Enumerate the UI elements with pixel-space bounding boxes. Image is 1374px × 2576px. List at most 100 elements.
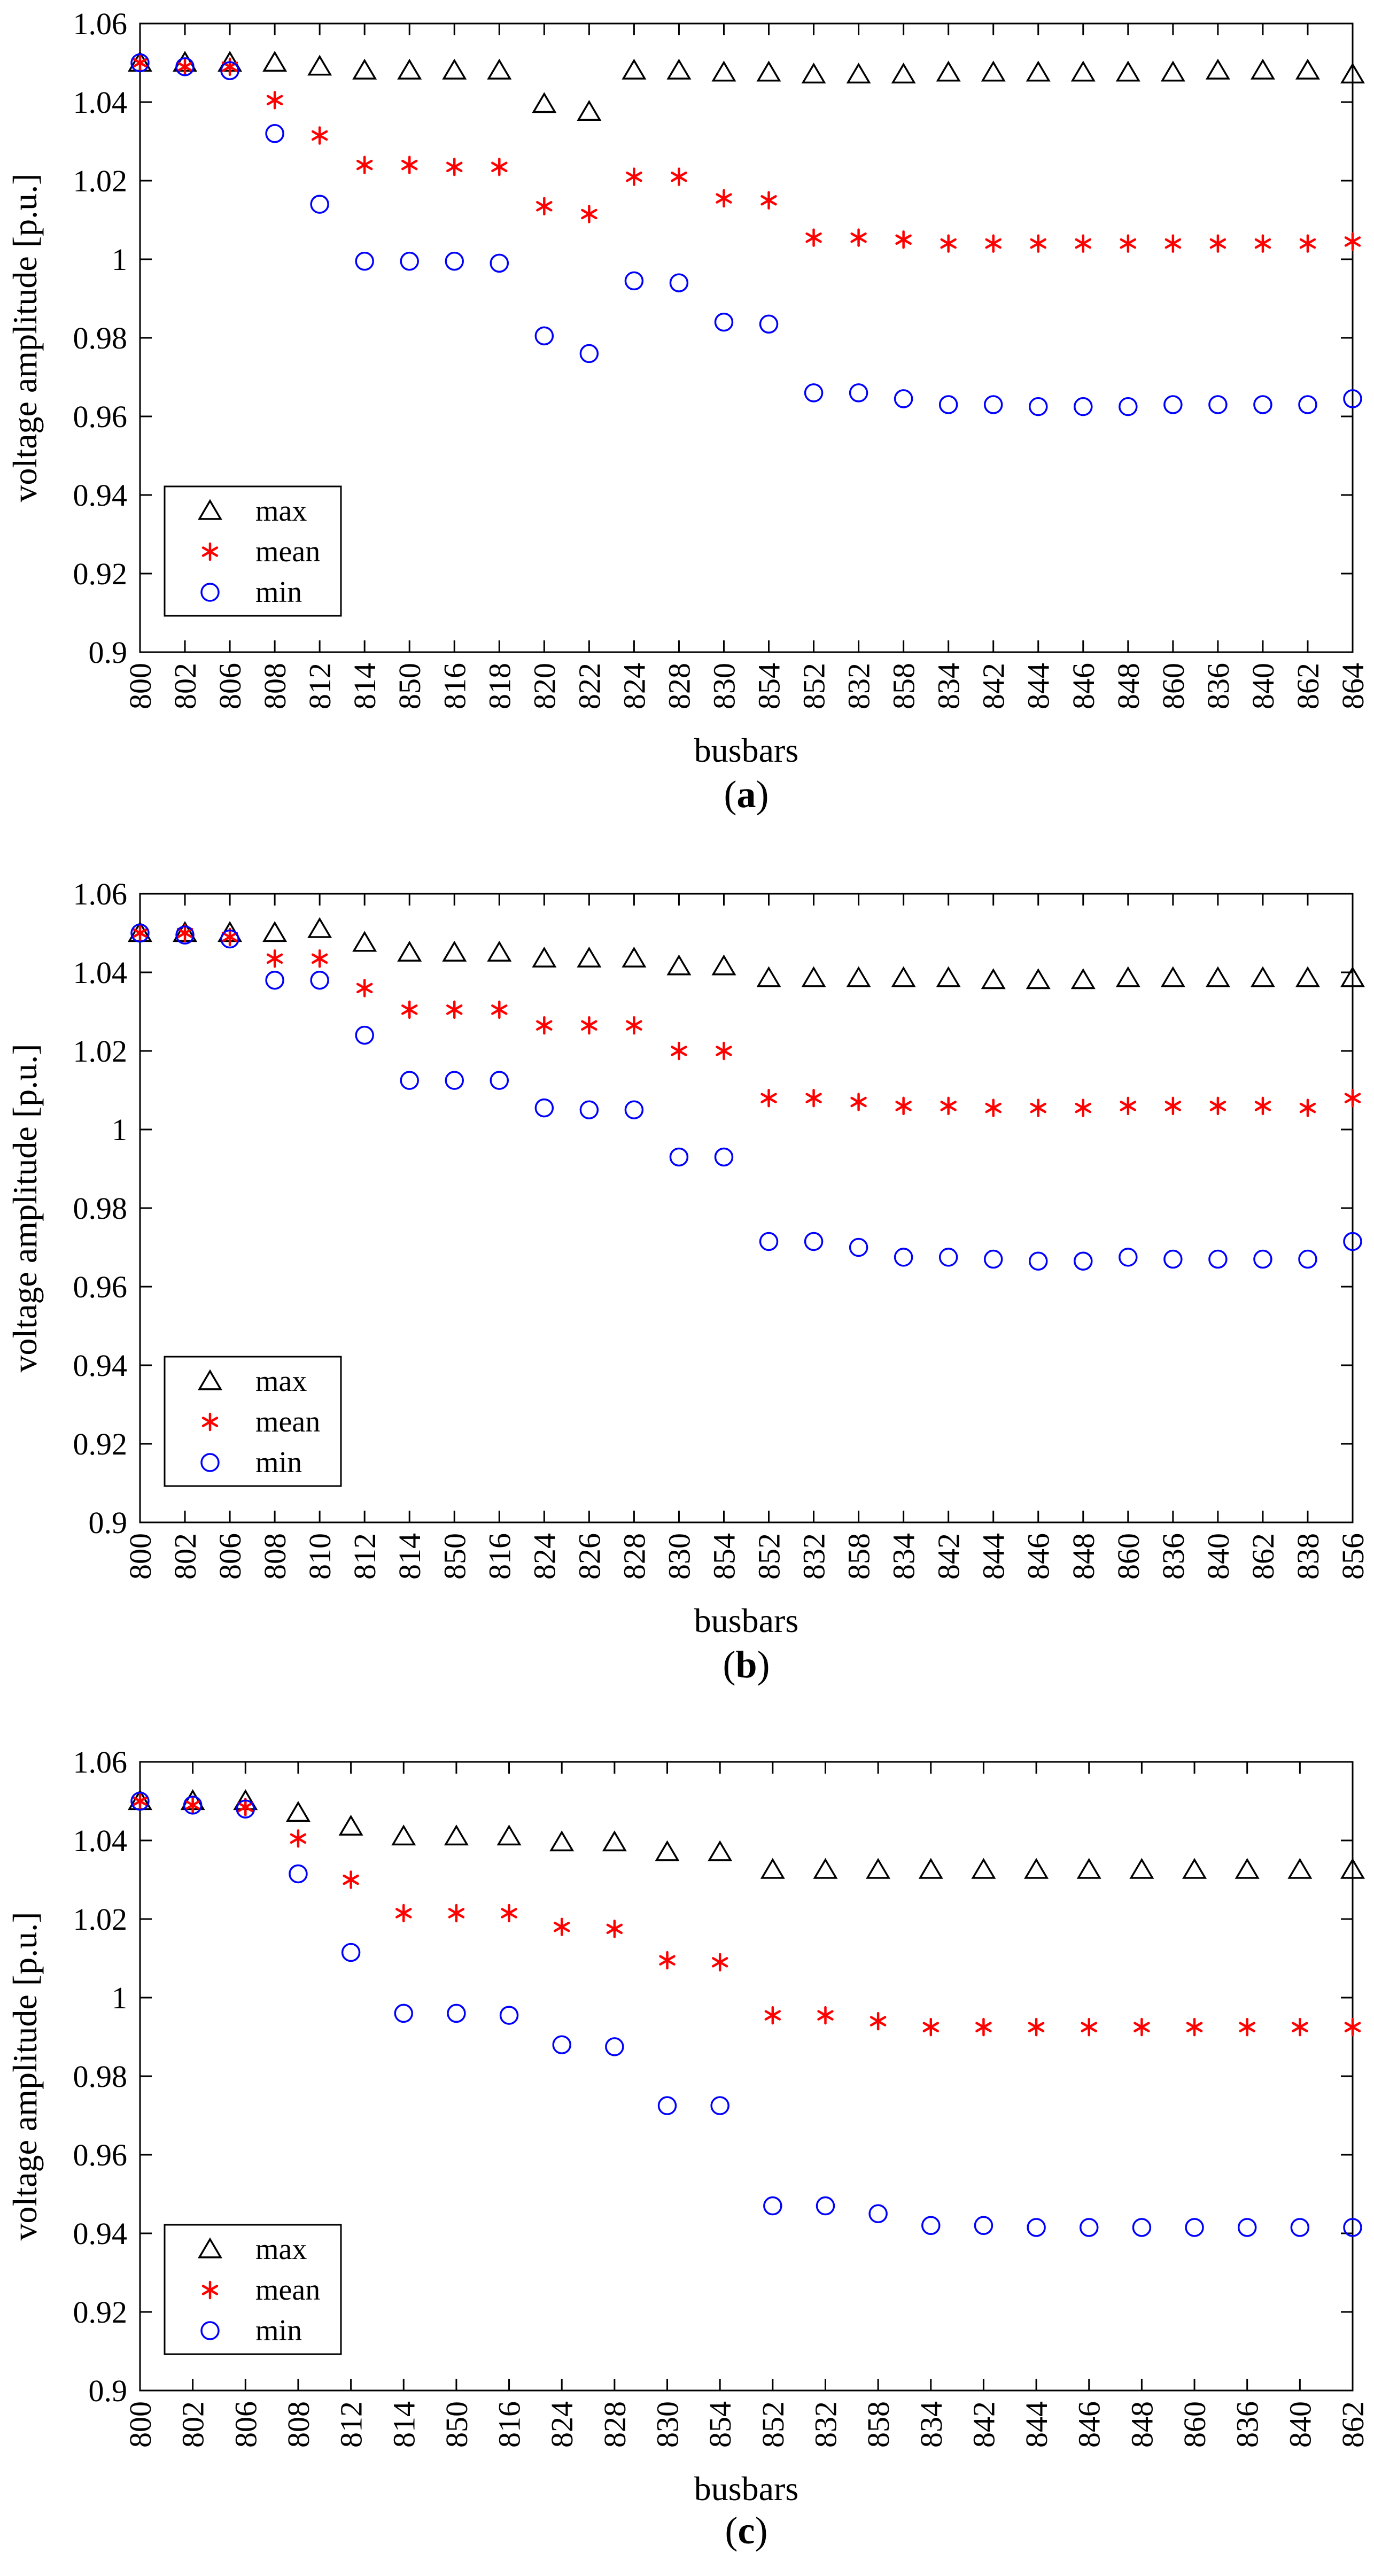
mean-point <box>448 1904 465 1923</box>
min-point <box>759 1232 779 1251</box>
min-point <box>1074 397 1093 416</box>
min-point-shape <box>355 251 374 271</box>
x-tick-label: 812 <box>347 1533 382 1580</box>
min-point <box>175 925 195 945</box>
mean-point <box>764 2006 781 2025</box>
legend-marker-min <box>200 583 220 602</box>
mean-point <box>1344 232 1361 251</box>
mean-point-stroke-2 <box>895 234 912 245</box>
y-tick-label: 0.94 <box>73 1348 128 1383</box>
min-point-shape <box>310 195 329 214</box>
max-point <box>532 946 557 968</box>
max-point <box>918 1858 943 1879</box>
chart-panel-c: 0.9 0.92 0.94 0.96 0.98 1 1.02 1.04 1.06 800 802 80… <box>6 1745 1370 2552</box>
mean-point <box>581 205 597 223</box>
min-point <box>1028 1251 1048 1271</box>
min-point-shape <box>1298 395 1317 414</box>
mean-point <box>491 1000 508 1019</box>
min-point-shape <box>183 1796 203 1815</box>
mean-point <box>343 1870 359 1889</box>
mean-point <box>1299 1099 1316 1117</box>
max-point-shape <box>391 1824 416 1846</box>
min-point <box>534 326 554 346</box>
mean-point-stroke-2 <box>266 95 283 106</box>
min-point <box>849 383 868 403</box>
mean-point <box>237 1798 254 1816</box>
max-point-shape <box>1160 966 1185 987</box>
max-point-shape <box>866 1858 891 1879</box>
max-point-shape <box>1076 1858 1101 1879</box>
mean-point-stroke-2 <box>606 1923 623 1935</box>
y-tick-label: 0.96 <box>73 399 128 434</box>
x-tick-label: 854 <box>703 2401 738 2448</box>
max-point <box>262 51 288 72</box>
mean-point <box>1254 234 1271 253</box>
max-point-shape <box>262 921 288 942</box>
min-point-shape <box>921 2216 941 2235</box>
x-tick-label: 860 <box>1111 1533 1146 1580</box>
mean-point-stroke-2 <box>716 193 732 204</box>
x-axis-label: busbars <box>694 2470 799 2508</box>
max-point <box>1250 58 1275 80</box>
x-tick-label: 800 <box>123 1533 158 1580</box>
max-point-shape <box>936 966 961 987</box>
mean-point-stroke-2 <box>940 1101 957 1111</box>
max-point-shape <box>918 1858 943 1879</box>
max-point <box>1129 1858 1154 1879</box>
max-point-shape <box>666 954 692 976</box>
min-point <box>714 1147 734 1167</box>
max-point <box>397 940 422 962</box>
min-point <box>624 1100 644 1119</box>
mean-point-stroke-2 <box>940 238 957 249</box>
max-point <box>1340 966 1365 987</box>
min-point-shape <box>175 925 195 945</box>
max-point-shape <box>1115 966 1140 987</box>
min-point <box>1119 397 1138 416</box>
mean-point-stroke-2 <box>1075 238 1092 249</box>
max-point-shape <box>496 1824 522 1846</box>
max-point-shape <box>532 946 557 968</box>
min-point-shape <box>236 1799 255 1819</box>
min-point-shape <box>1298 1249 1317 1269</box>
max-point-shape <box>1295 966 1320 987</box>
max-point <box>1287 1858 1313 1879</box>
y-tick-label: 1.04 <box>73 1823 128 1858</box>
x-tick-label: 862 <box>1291 663 1325 709</box>
mean-point-stroke-2 <box>760 1093 777 1103</box>
min-point-shape <box>265 124 284 143</box>
mean-point <box>1209 1096 1226 1116</box>
series-min <box>130 923 1362 1271</box>
max-point <box>1340 63 1365 84</box>
min-point <box>894 1248 913 1267</box>
mean-point-stroke-2 <box>1209 238 1226 249</box>
x-tick-label: 846 <box>1066 663 1101 709</box>
mean-point <box>985 234 1002 253</box>
max-point-shape <box>846 63 871 84</box>
min-point <box>1298 395 1317 414</box>
min-point <box>1163 1249 1183 1269</box>
mean-point-stroke-2 <box>975 2022 992 2032</box>
mean-point-stroke-2 <box>671 171 687 182</box>
max-point-shape <box>801 966 826 987</box>
mean-point <box>817 2006 834 2025</box>
max-point <box>711 954 736 976</box>
min-point-shape <box>816 2196 835 2216</box>
mean-point <box>356 156 373 174</box>
min-point <box>759 314 779 334</box>
mean-point-stroke-2 <box>626 1020 642 1031</box>
max-point-shape <box>262 51 288 72</box>
mean-point <box>895 1096 912 1116</box>
mean-point <box>1030 1099 1046 1117</box>
x-tick-label: 850 <box>437 1533 472 1580</box>
mean-point <box>870 2012 887 2031</box>
max-point-shape <box>1205 966 1230 987</box>
max-point <box>666 954 692 976</box>
max-point-shape <box>936 60 961 82</box>
x-tick-label: 832 <box>842 663 876 709</box>
mean-point-stroke-2 <box>290 1833 307 1844</box>
min-point <box>447 2003 466 2023</box>
min-point <box>868 2204 888 2223</box>
min-point-shape <box>938 395 958 414</box>
mean-point <box>290 1829 307 1848</box>
legend-marker-max-shape <box>197 499 223 520</box>
